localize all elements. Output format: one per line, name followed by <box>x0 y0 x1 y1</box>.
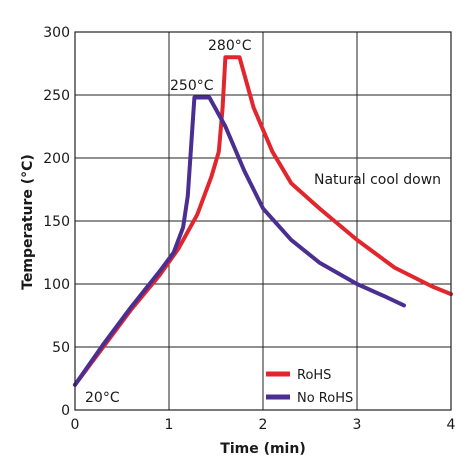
legend-label-rohs: RoHS <box>297 368 331 383</box>
x-tick-label-1: 1 <box>165 417 174 433</box>
annotation-250c: 250°C <box>170 78 214 94</box>
y-tick-label-300: 300 <box>43 25 70 41</box>
y-axis-title: Temperature (°C) <box>20 154 36 290</box>
legend-item-rohs: RoHS <box>266 368 331 383</box>
y-tick-label-50: 50 <box>52 340 70 356</box>
y-tick-label-100: 100 <box>43 277 70 293</box>
legend-label-no-rohs: No RoHS <box>297 391 353 406</box>
annotation-natural-cool-down: Natural cool down <box>314 172 441 188</box>
grid <box>74 31 452 411</box>
y-tick-label-0: 0 <box>61 403 70 419</box>
annotation-20c: 20°C <box>85 390 120 406</box>
x-tick-label-4: 4 <box>447 417 456 433</box>
x-axis-title: Time (min) <box>220 441 305 457</box>
y-tick-label-250: 250 <box>43 88 70 104</box>
plot-frame <box>74 31 452 411</box>
series-lines <box>73 55 453 387</box>
y-tick-label-200: 200 <box>43 151 70 167</box>
annotation-280c: 280°C <box>208 38 252 54</box>
x-tick-label-3: 3 <box>353 417 362 433</box>
tick-labels: 0 1 2 3 4 0 50 100 150 200 250 300 <box>43 25 455 433</box>
legend-item-no-rohs: No RoHS <box>266 391 353 406</box>
series-line-rohs <box>73 55 453 387</box>
axes <box>74 31 452 411</box>
legend: RoHS No RoHS <box>266 368 353 406</box>
x-tick-label-2: 2 <box>259 417 268 433</box>
x-tick-label-0: 0 <box>71 417 80 433</box>
y-tick-label-150: 150 <box>43 214 70 230</box>
series-line-no-rohs <box>73 95 406 387</box>
